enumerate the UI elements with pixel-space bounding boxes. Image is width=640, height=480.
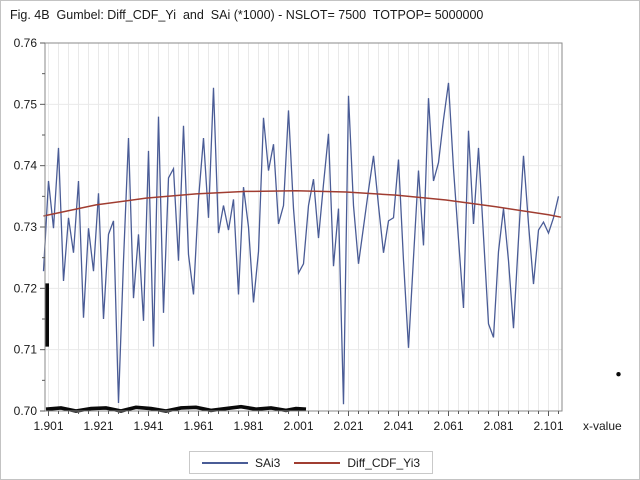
gridlines	[45, 42, 562, 412]
black-overlay-series	[44, 283, 621, 413]
diff-cdf-yi3-line	[43, 190, 562, 218]
legend-label-sai3: SAi3	[255, 455, 281, 470]
black-baseline-line	[45, 404, 307, 413]
y-tick-label: 0.70	[14, 404, 38, 418]
legend: SAi3 Diff_CDF_Yi3	[189, 451, 434, 474]
axis-ticks	[40, 42, 559, 416]
legend-item-sai3: SAi3	[202, 456, 280, 470]
legend-item-diff-cdf-yi3: Diff_CDF_Yi3	[294, 456, 420, 470]
red-line-swatch	[294, 461, 341, 464]
y-tick-label: 0.76	[14, 36, 38, 50]
x-axis-title: x-value	[583, 419, 622, 433]
series-diff-cdf-yi3	[43, 190, 562, 218]
axis-labels: 1.901 1.921 1.941 1.961 1.981 2.001 2.021 2.041…	[14, 36, 622, 433]
x-tick-label: 2.061	[433, 419, 463, 433]
chart-title: Fig. 4B Gumbel: Diff_CDF_Yi and SAi (*10…	[10, 8, 484, 22]
x-tick-label: 1.901	[33, 419, 63, 433]
x-tick-label: 1.981	[233, 419, 263, 433]
x-tick-label: 1.921	[83, 419, 113, 433]
y-tick-label: 0.72	[14, 281, 38, 295]
x-tick-label: 1.941	[133, 419, 163, 433]
x-tick-label: 2.021	[333, 419, 363, 433]
x-tick-label: 2.101	[533, 419, 563, 433]
x-tick-label: 2.001	[283, 419, 313, 433]
y-tick-label: 0.74	[14, 159, 38, 173]
x-tick-label: 2.081	[483, 419, 513, 433]
sai3-line	[42, 82, 560, 405]
series-sai3	[42, 82, 560, 405]
x-tick-label: 1.961	[183, 419, 213, 433]
legend-label-diff-cdf-yi3: Diff_CDF_Yi3	[347, 455, 421, 470]
x-tick-label: 2.041	[383, 419, 413, 433]
y-tick-label: 0.71	[14, 343, 38, 357]
blue-line-swatch	[202, 461, 248, 464]
black-outlier-dot	[616, 372, 621, 377]
y-tick-label: 0.75	[14, 97, 38, 111]
y-tick-label: 0.73	[14, 220, 38, 234]
